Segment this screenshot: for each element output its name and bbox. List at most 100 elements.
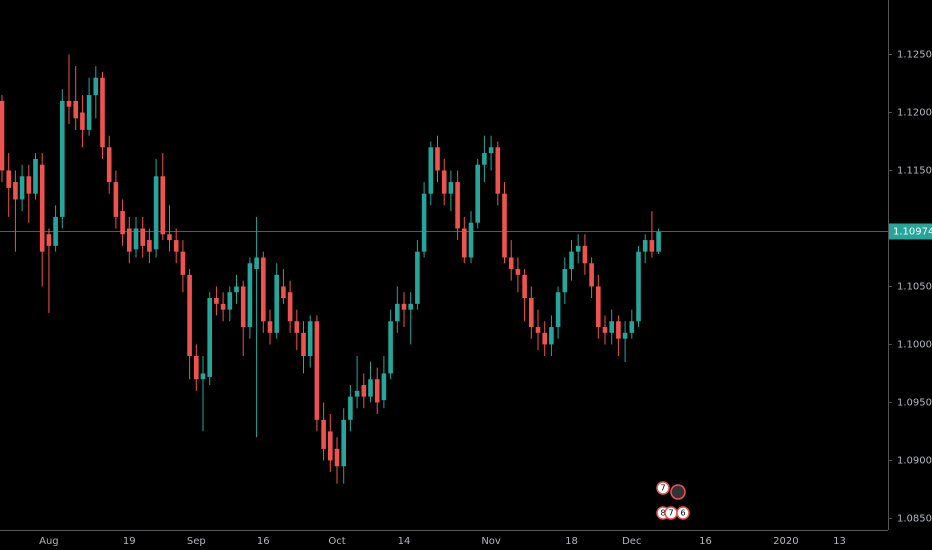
candle-body bbox=[448, 182, 454, 194]
candle-body bbox=[281, 286, 286, 299]
candle-body bbox=[569, 251, 574, 270]
candle-body bbox=[287, 292, 293, 322]
event-marker bbox=[670, 484, 686, 500]
candle-body bbox=[73, 100, 78, 119]
x-tick-label: 13 bbox=[833, 536, 846, 547]
candle-body bbox=[100, 77, 105, 148]
last-price-label: 1.10974 bbox=[893, 226, 932, 237]
candle-body bbox=[93, 77, 99, 96]
candle-body bbox=[120, 211, 125, 235]
candle-body bbox=[522, 274, 527, 299]
y-tick-label: 1.12500 bbox=[897, 50, 932, 61]
candle-body bbox=[535, 327, 541, 333]
candle-body bbox=[194, 356, 199, 380]
candle-body bbox=[147, 240, 152, 252]
candle-body bbox=[261, 257, 266, 322]
candle-body bbox=[381, 373, 387, 401]
candle-body bbox=[475, 164, 480, 223]
candle-body bbox=[542, 332, 547, 345]
candle-body bbox=[529, 298, 534, 328]
candle-body bbox=[602, 327, 608, 333]
candle-body bbox=[234, 286, 239, 293]
candle-body bbox=[214, 298, 219, 304]
candle-body bbox=[314, 321, 320, 420]
event-label: 7 bbox=[668, 509, 673, 518]
candle-body bbox=[348, 396, 353, 420]
event-marker bbox=[676, 506, 690, 520]
candle-body bbox=[6, 170, 11, 188]
candle-body bbox=[86, 95, 92, 130]
candle-body bbox=[636, 251, 641, 322]
candle-body bbox=[220, 303, 226, 310]
candle-body bbox=[341, 419, 346, 467]
candle-body bbox=[622, 332, 628, 339]
candle-body bbox=[187, 274, 192, 357]
candle-body bbox=[555, 292, 561, 328]
last-price-box bbox=[889, 223, 932, 240]
candle-body bbox=[267, 321, 273, 333]
candle-body bbox=[395, 303, 400, 322]
candle-body bbox=[415, 251, 420, 304]
candle-body bbox=[388, 321, 393, 374]
candle-body bbox=[616, 321, 621, 339]
candle-body bbox=[247, 263, 253, 328]
candle-body bbox=[160, 176, 166, 235]
event-marker bbox=[656, 481, 670, 495]
candle-body bbox=[495, 147, 501, 194]
candle-body bbox=[26, 176, 32, 194]
candle-body bbox=[167, 234, 172, 241]
candle-body bbox=[106, 147, 112, 183]
candle-body bbox=[549, 327, 554, 345]
x-tick-label: 16 bbox=[257, 536, 270, 547]
candle-body bbox=[321, 419, 326, 449]
candle-body bbox=[354, 390, 360, 397]
candle-body bbox=[421, 193, 427, 252]
candle-body bbox=[401, 303, 407, 310]
candle-body bbox=[227, 292, 233, 310]
candle-body bbox=[60, 100, 65, 217]
x-tick-label: Sep bbox=[187, 536, 206, 547]
candle-body bbox=[596, 286, 601, 328]
candle-body bbox=[173, 240, 179, 252]
candle-body bbox=[428, 147, 434, 194]
candle-body bbox=[328, 431, 333, 461]
candle-body bbox=[502, 193, 507, 258]
x-tick-label: 18 bbox=[565, 536, 578, 547]
candle-body bbox=[39, 164, 45, 252]
event-label: 6 bbox=[680, 509, 685, 518]
y-tick-label: 1.09000 bbox=[897, 455, 932, 466]
candle-body bbox=[408, 303, 413, 310]
candle-body bbox=[582, 245, 588, 264]
x-tick-label: Aug bbox=[39, 536, 59, 547]
candle-body bbox=[0, 100, 5, 171]
candle-body bbox=[629, 321, 635, 333]
candle-body bbox=[133, 228, 139, 250]
x-tick-label: 19 bbox=[123, 536, 136, 547]
candle-body bbox=[66, 100, 72, 107]
x-tick-label: 2020 bbox=[773, 536, 798, 547]
x-tick-label: 16 bbox=[699, 536, 712, 547]
candle-body bbox=[455, 182, 460, 229]
candle-body bbox=[508, 257, 514, 270]
y-tick-label: 1.10500 bbox=[897, 281, 932, 292]
candle-body bbox=[127, 228, 132, 252]
y-tick-label: 1.10000 bbox=[897, 339, 932, 350]
x-tick-label: Oct bbox=[328, 536, 345, 547]
candle-body bbox=[589, 263, 594, 287]
candle-body bbox=[575, 245, 581, 252]
x-tick-label: 14 bbox=[398, 536, 411, 547]
candle-body bbox=[441, 170, 447, 194]
candle-body bbox=[80, 112, 85, 130]
candle-body bbox=[374, 379, 380, 403]
candle-body bbox=[334, 448, 340, 467]
candle-body bbox=[361, 385, 367, 397]
candle-body bbox=[153, 176, 159, 250]
candle-body bbox=[200, 373, 206, 380]
candle-body bbox=[240, 286, 246, 328]
x-tick-label: Nov bbox=[481, 536, 501, 547]
y-tick-label: 1.11500 bbox=[897, 165, 932, 176]
candle-body bbox=[562, 269, 568, 293]
candle-body bbox=[468, 222, 474, 258]
event-label: 8 bbox=[660, 509, 665, 518]
candle-body bbox=[294, 321, 300, 333]
